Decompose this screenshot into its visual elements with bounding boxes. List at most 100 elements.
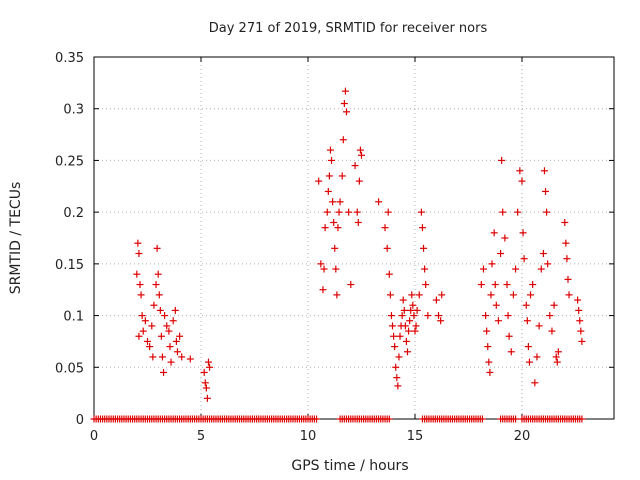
data-point <box>386 291 394 299</box>
data-point <box>150 301 158 309</box>
data-point <box>390 332 398 340</box>
data-point <box>576 317 584 325</box>
data-point <box>548 327 556 335</box>
data-point <box>437 317 445 325</box>
data-point <box>321 224 329 232</box>
data-point <box>565 291 573 299</box>
data-point <box>477 281 485 289</box>
data-point <box>410 312 418 320</box>
data-point <box>432 296 440 304</box>
y-tick-label: 0.25 <box>55 154 84 169</box>
data-point <box>146 343 154 351</box>
data-point <box>351 162 359 170</box>
data-point <box>203 394 211 402</box>
data-point <box>137 291 145 299</box>
data-point <box>173 348 181 356</box>
data-point <box>319 286 327 294</box>
plot-frame <box>93 56 615 420</box>
data-point <box>498 156 506 164</box>
data-point <box>492 301 500 309</box>
data-point <box>562 239 570 247</box>
data-point <box>561 218 569 226</box>
data-point <box>153 244 161 252</box>
data-point <box>531 379 539 387</box>
data-point <box>135 332 143 340</box>
marks-layer <box>90 87 586 423</box>
data-point <box>325 172 333 180</box>
data-point <box>172 337 180 345</box>
data-point <box>317 260 325 268</box>
data-point <box>544 260 552 268</box>
data-point <box>518 177 526 185</box>
data-point <box>501 234 509 242</box>
data-point-zero <box>578 415 586 423</box>
data-point <box>523 317 531 325</box>
data-point <box>483 327 491 335</box>
data-point <box>383 244 391 252</box>
data-point-zero <box>313 415 321 423</box>
data-point <box>138 312 146 320</box>
data-point <box>155 291 163 299</box>
data-point <box>398 312 406 320</box>
data-point <box>524 343 532 351</box>
data-point <box>435 312 443 320</box>
y-tick-label: 0.15 <box>55 258 84 273</box>
data-point <box>134 239 142 247</box>
data-point <box>202 384 210 392</box>
data-point <box>385 270 393 278</box>
y-tick-label: 0 <box>76 413 84 428</box>
data-point <box>574 296 582 304</box>
y-tick-label: 0.2 <box>63 206 84 221</box>
data-point-zero <box>385 415 393 423</box>
data-point <box>336 198 344 206</box>
x-axis-label: GPS time / hours <box>291 458 408 474</box>
data-point <box>413 306 421 314</box>
data-point <box>402 337 410 345</box>
data-point <box>345 208 353 216</box>
data-point <box>484 343 492 351</box>
data-point <box>136 281 144 289</box>
data-point <box>353 208 361 216</box>
data-point <box>141 317 149 325</box>
data-point <box>133 270 141 278</box>
y-tick-label: 0.05 <box>55 361 84 376</box>
data-point <box>408 291 416 299</box>
data-point <box>206 363 214 371</box>
data-point <box>494 317 502 325</box>
data-point <box>503 281 511 289</box>
data-point <box>139 327 147 335</box>
data-point <box>323 208 331 216</box>
data-point <box>396 332 404 340</box>
data-point <box>520 255 528 263</box>
data-point <box>334 224 342 232</box>
data-point <box>330 218 338 226</box>
x-tick-label: 5 <box>197 429 205 444</box>
data-point <box>375 198 383 206</box>
data-point <box>176 332 184 340</box>
data-point <box>394 382 402 390</box>
data-point <box>546 312 554 320</box>
data-point <box>405 327 413 335</box>
data-point <box>338 172 346 180</box>
x-tick-label: 20 <box>514 429 531 444</box>
data-point <box>160 368 168 376</box>
data-point <box>157 332 165 340</box>
data-point <box>391 343 399 351</box>
data-point <box>509 291 517 299</box>
data-point <box>522 301 530 309</box>
data-point <box>497 250 505 258</box>
data-point <box>516 167 524 175</box>
data-point <box>552 353 560 361</box>
data-point <box>406 317 414 325</box>
data-point <box>401 322 409 330</box>
data-point <box>178 353 186 361</box>
data-point <box>525 358 533 366</box>
x-tick-label: 10 <box>300 429 317 444</box>
data-point <box>381 224 389 232</box>
data-point <box>514 208 522 216</box>
data-point <box>537 265 545 273</box>
data-point <box>527 291 535 299</box>
data-point <box>485 358 493 366</box>
data-point <box>424 312 432 320</box>
data-point <box>412 322 420 330</box>
